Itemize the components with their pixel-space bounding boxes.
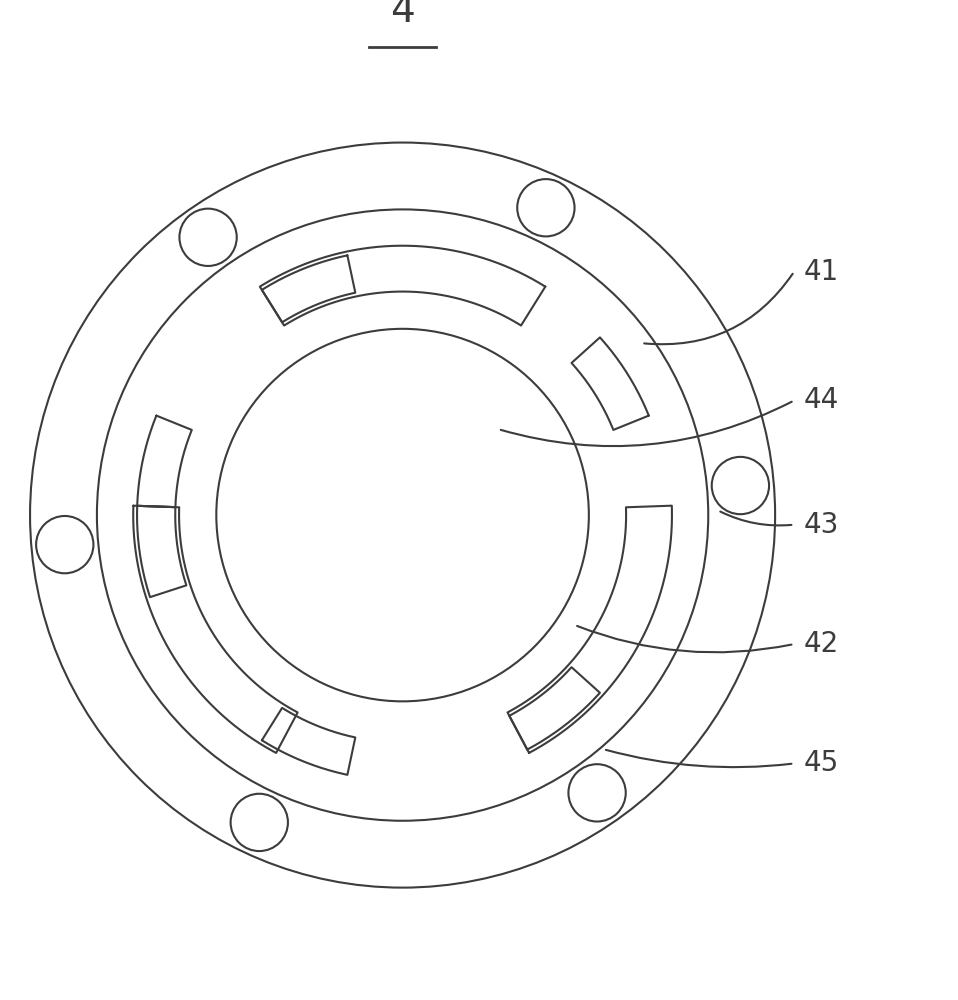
Text: 43: 43 [804, 511, 839, 539]
Text: 42: 42 [804, 630, 839, 658]
Text: 41: 41 [804, 258, 839, 286]
Text: 4: 4 [390, 0, 415, 30]
Text: 45: 45 [804, 749, 839, 777]
Text: 44: 44 [804, 386, 839, 414]
